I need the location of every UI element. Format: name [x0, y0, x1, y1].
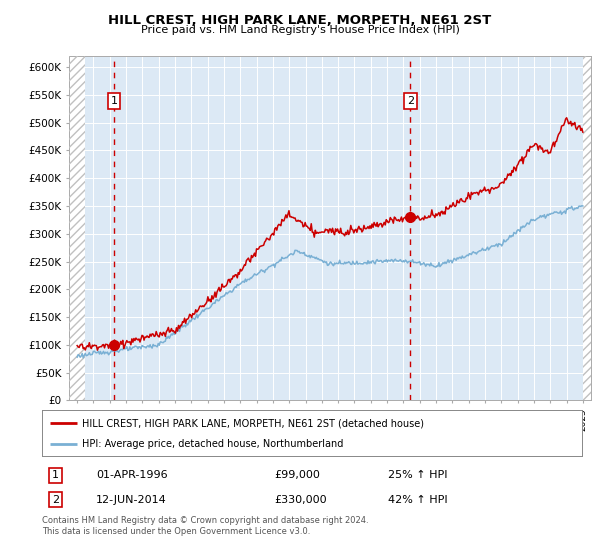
Text: 25% ↑ HPI: 25% ↑ HPI: [388, 470, 447, 480]
Text: 2: 2: [52, 494, 59, 505]
Text: 01-APR-1996: 01-APR-1996: [96, 470, 167, 480]
Text: HILL CREST, HIGH PARK LANE, MORPETH, NE61 2ST: HILL CREST, HIGH PARK LANE, MORPETH, NE6…: [109, 14, 491, 27]
Text: £330,000: £330,000: [274, 494, 327, 505]
Text: HPI: Average price, detached house, Northumberland: HPI: Average price, detached house, Nort…: [83, 440, 344, 450]
Text: 12-JUN-2014: 12-JUN-2014: [96, 494, 167, 505]
Bar: [583, 56, 591, 400]
Text: HILL CREST, HIGH PARK LANE, MORPETH, NE61 2ST (detached house): HILL CREST, HIGH PARK LANE, MORPETH, NE6…: [83, 418, 425, 428]
Text: £99,000: £99,000: [274, 470, 320, 480]
Text: 1: 1: [110, 96, 118, 106]
Bar: [583, 56, 591, 400]
Text: 2: 2: [407, 96, 414, 106]
Text: 42% ↑ HPI: 42% ↑ HPI: [388, 494, 447, 505]
Text: 1: 1: [52, 470, 59, 480]
Text: Price paid vs. HM Land Registry's House Price Index (HPI): Price paid vs. HM Land Registry's House …: [140, 25, 460, 35]
Bar: [69, 56, 85, 400]
Bar: [69, 56, 85, 400]
Text: Contains HM Land Registry data © Crown copyright and database right 2024.
This d: Contains HM Land Registry data © Crown c…: [42, 516, 368, 536]
